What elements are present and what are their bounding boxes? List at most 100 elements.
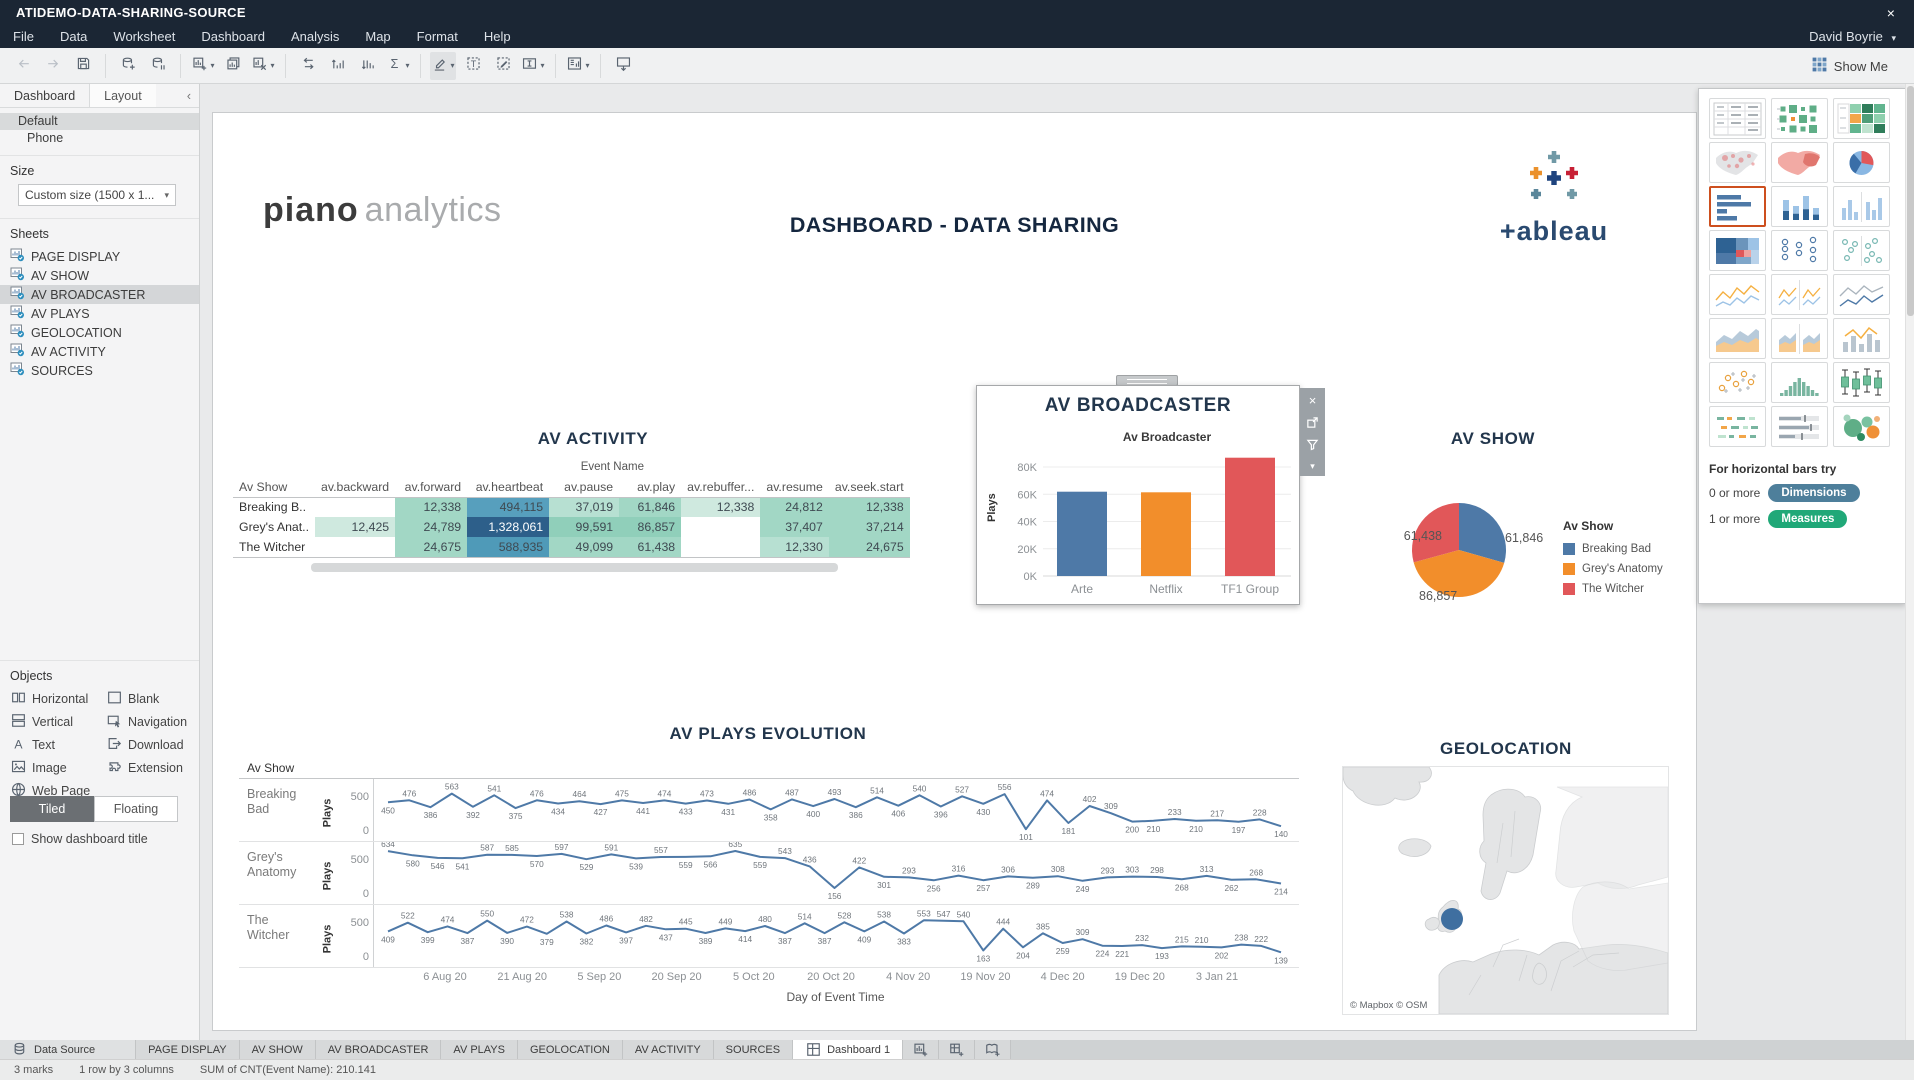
menu-item-dashboard[interactable]: Dashboard [201,29,265,44]
object-text[interactable]: A Text [10,735,106,755]
size-dropdown[interactable]: Custom size (1500 x 1... ▾ [18,184,176,206]
av-show-pie-chart[interactable] [1404,495,1514,610]
save-button[interactable] [70,52,96,80]
object-navigation[interactable]: Navigation [106,712,202,732]
show-me-thumbnail-dual-combination[interactable] [1833,318,1890,359]
show-me-thumbnail-gantt[interactable] [1709,406,1766,447]
show-me-thumbnail-packed-bubbles[interactable] [1833,406,1890,447]
bottom-tab-av-show[interactable]: AV SHOW [239,1040,316,1059]
table-cell[interactable]: 37,214 [828,517,910,537]
show-me-thumbnail-discrete-lines[interactable] [1771,274,1828,315]
table-cell[interactable]: 1,328,061 [467,517,550,537]
table-cell[interactable] [315,497,396,517]
clear-sheet-button[interactable]: ▾ [250,52,276,80]
legend-item[interactable]: The Witcher [1563,579,1663,599]
table-cell[interactable]: 24,675 [395,537,468,558]
row-label[interactable]: Breaking B.. [239,500,306,515]
sidebar-item-av-activity[interactable]: AV ACTIVITY [0,342,199,361]
row-label[interactable]: Grey's Anat.. [239,520,310,534]
duplicate-button[interactable] [220,52,246,80]
table-cell[interactable]: 61,438 [619,537,682,558]
table-cell[interactable]: 99,591 [549,517,620,537]
new-worksheet-button[interactable]: ▾ [190,52,216,80]
row-label[interactable]: The Witcher [233,537,316,558]
window-close-button[interactable]: × [1886,5,1896,21]
show-dashboard-title-checkbox[interactable]: Show dashboard title [12,832,148,846]
legend-item[interactable]: Breaking Bad [1563,539,1663,559]
show-me-thumbnail-discrete-area[interactable] [1771,318,1828,359]
tab-dashboard[interactable]: Dashboard [0,84,90,107]
bottom-tab-new-story-icon[interactable] [975,1040,1012,1059]
device-phone[interactable]: Phone [27,131,64,145]
show-me-thumbnail-circle-views[interactable] [1771,230,1828,271]
column-header[interactable]: Av Show [233,477,316,498]
menu-item-analysis[interactable]: Analysis [290,29,340,44]
object-extension[interactable]: Extension [106,758,202,778]
menu-item-data[interactable]: Data [59,29,88,44]
object-web-page[interactable]: Web Page [10,781,106,801]
show-me-thumbnail-side-by-side-bars[interactable] [1833,186,1890,227]
show-me-thumbnail-filled-map[interactable] [1771,142,1828,183]
table-cell[interactable]: 37,407 [760,517,829,537]
floating-button[interactable]: Floating [94,796,178,822]
column-header[interactable]: av.forward [395,477,468,498]
table-cell[interactable]: 12,338 [395,497,468,517]
close-icon[interactable]: × [1308,393,1317,408]
pie-slice[interactable] [1413,550,1505,597]
show-me-thumbnail-bullet-graph[interactable] [1771,406,1828,447]
menu-item-help[interactable]: Help [483,29,511,44]
bottom-tab-sources[interactable]: SOURCES [713,1040,794,1059]
show-me-thumbnail-continuous-area[interactable] [1709,318,1766,359]
bottom-tab-av-broadcaster[interactable]: AV BROADCASTER [315,1040,442,1059]
show-me-button[interactable]: Show Me [1811,48,1888,84]
menu-item-format[interactable]: Format [416,29,458,44]
sidebar-item-page-display[interactable]: PAGE DISPLAY [0,247,199,266]
fit-button[interactable]: ▾ [520,52,546,80]
scrollbar-thumb[interactable] [1907,86,1914,316]
bottom-tab-page-display[interactable]: PAGE DISPLAY [136,1040,240,1059]
show-me-thumbnail-histogram[interactable] [1771,362,1828,403]
show-me-thumbnail-pie-chart[interactable] [1833,142,1890,183]
pie-slice[interactable] [1459,503,1507,563]
undo-button[interactable] [10,52,36,80]
swap-rows-columns-button[interactable] [295,52,321,80]
av-broadcaster-bar-chart[interactable]: 0K 20K 40K 60K 80K Plays Arte Netflix TF1 Group [981,442,1297,605]
column-header[interactable]: av.play [619,477,682,498]
table-cell[interactable]: 588,935 [467,537,550,558]
show-me-thumbnail-continuous-lines[interactable] [1709,274,1766,315]
sidebar-item-av-plays[interactable]: AV PLAYS [0,304,199,323]
show-me-thumbnail-scatter-plot[interactable] [1709,362,1766,403]
bottom-tab-new-worksheet-icon[interactable] [903,1040,940,1059]
device-default[interactable]: Default [0,113,199,130]
redo-button[interactable] [40,52,66,80]
bottom-tab-av-activity[interactable]: AV ACTIVITY [622,1040,714,1059]
bottom-tab-av-plays[interactable]: AV PLAYS [441,1040,518,1059]
show-me-thumbnail-highlight-table[interactable] [1833,98,1890,139]
tab-layout[interactable]: Layout [89,84,156,107]
table-cell[interactable]: 24,812 [760,497,829,517]
table-cell[interactable] [681,537,761,558]
show-me-thumbnail-dual-lines[interactable] [1833,274,1890,315]
show-me-thumbnail-box-and-whisker[interactable] [1833,362,1890,403]
show-me-thumbnail-symbol-map[interactable] [1709,142,1766,183]
table-cell[interactable]: 12,425 [315,517,396,537]
presentation-mode-button[interactable] [610,52,636,80]
table-cell[interactable]: 61,846 [619,497,682,517]
show-me-thumbnail-treemap[interactable] [1709,230,1766,271]
table-horizontal-scrollbar[interactable] [311,563,838,572]
user-menu[interactable]: David Boyrie ▾ [1809,26,1896,49]
column-header[interactable]: av.pause [549,477,620,498]
show-hide-cards-button[interactable]: ▾ [565,52,591,80]
table-cell[interactable]: 86,857 [619,517,682,537]
line-plot[interactable]: 409 522 399 474 387 550 390 472 379 538 382 486 397 4… [373,905,1299,967]
table-cell[interactable]: 24,675 [828,537,910,558]
pause-auto-updates-button[interactable] [145,52,171,80]
object-download[interactable]: Download [106,735,202,755]
geolocation-map[interactable]: © Mapbox © OSM [1342,766,1669,1015]
table-cell[interactable]: 12,330 [760,537,829,558]
pie-slice[interactable] [1412,503,1459,563]
sidebar-item-av-show[interactable]: AV SHOW [0,266,199,285]
column-header[interactable]: av.heartbeat [467,477,550,498]
object-image[interactable]: Image [10,758,106,778]
table-cell[interactable] [681,517,761,537]
